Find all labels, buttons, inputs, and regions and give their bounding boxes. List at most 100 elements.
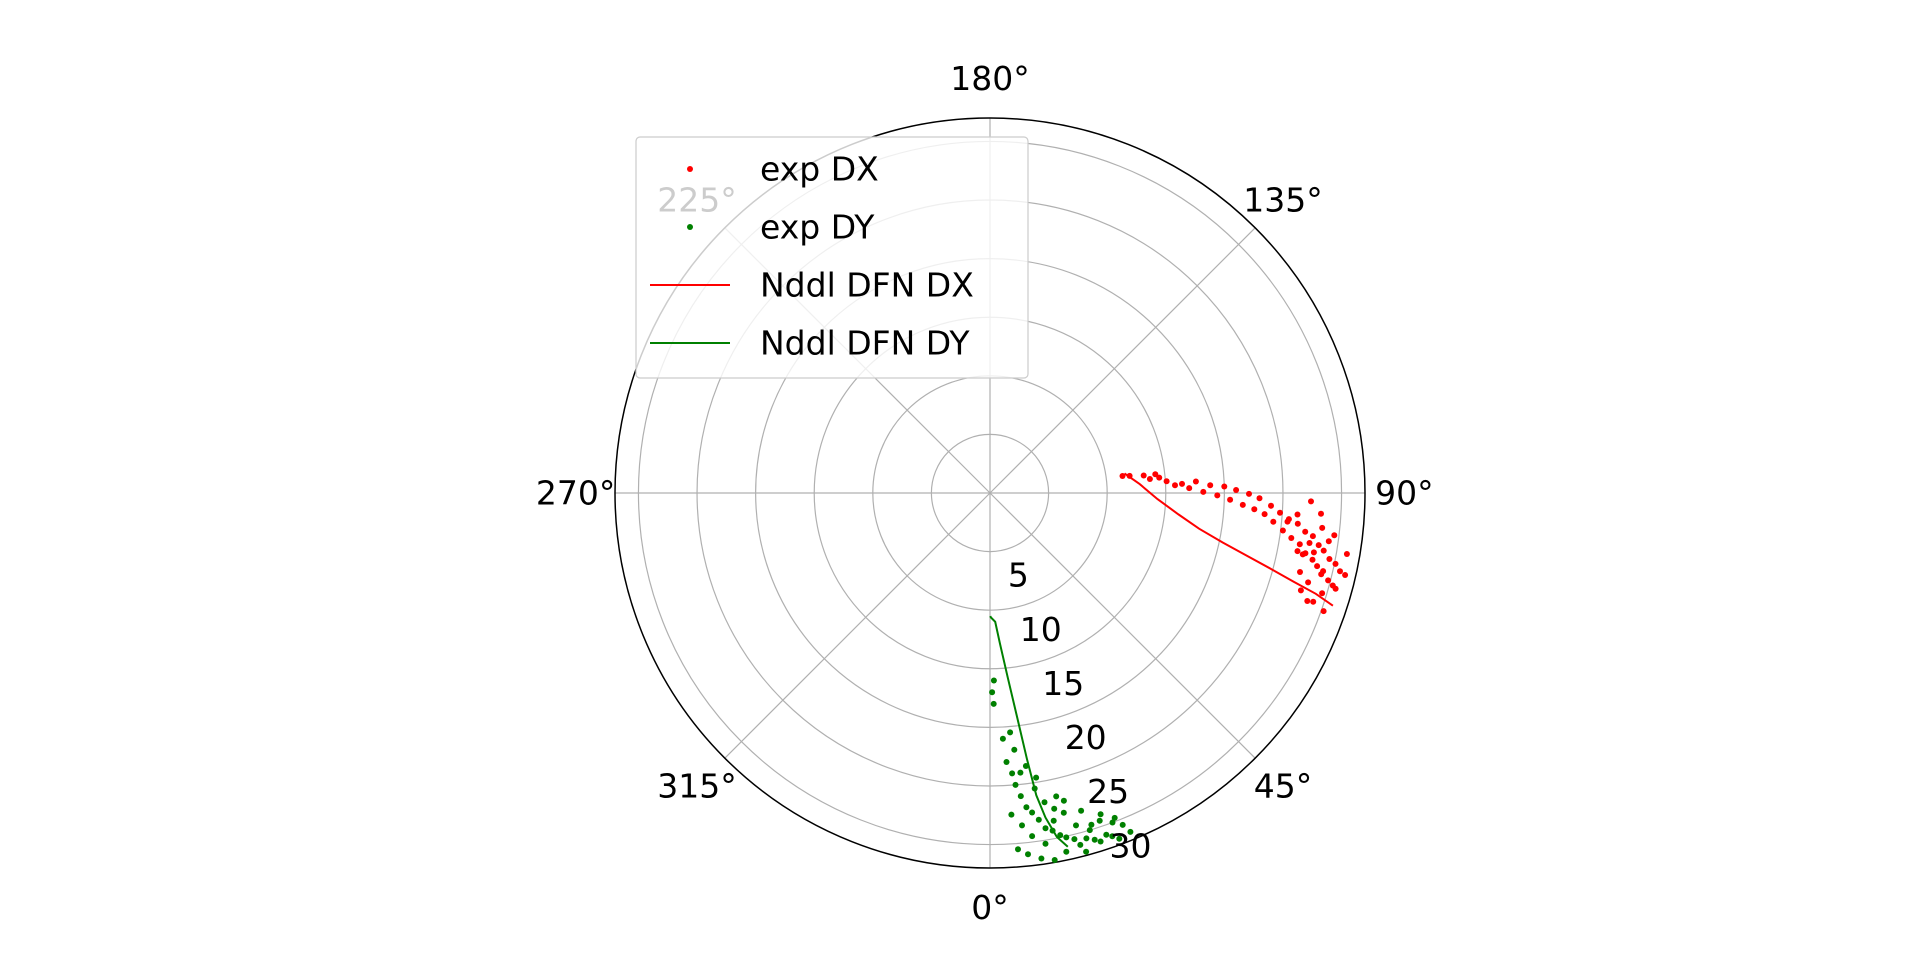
data-point-1-54 — [1086, 827, 1093, 834]
data-point-1-22 — [1116, 835, 1123, 842]
data-point-0-7 — [1172, 482, 1178, 489]
data-point-0-59 — [1297, 587, 1304, 594]
data-point-0-2 — [1140, 472, 1147, 479]
data-point-1-11 — [1042, 825, 1049, 832]
data-point-1-45 — [1051, 857, 1058, 863]
data-point-1-38 — [1109, 819, 1116, 826]
data-point-1-39 — [1008, 811, 1015, 818]
data-point-1-26 — [1060, 809, 1067, 816]
data-point-0-58 — [1297, 569, 1303, 575]
data-point-0-33 — [1309, 556, 1316, 563]
data-point-1-50 — [1088, 821, 1095, 828]
r-tick-label-30: 30 — [1110, 826, 1152, 865]
data-point-1-24 — [1127, 828, 1134, 835]
data-point-1-16 — [1077, 841, 1084, 848]
data-point-1-0 — [990, 700, 997, 707]
legend-label-0: exp DX — [760, 150, 879, 189]
data-point-0-51 — [1342, 572, 1349, 578]
series-3 — [989, 615, 1069, 848]
data-point-0-38 — [1326, 556, 1333, 562]
theta-gridline-315 — [724, 492, 991, 759]
data-point-1-53 — [1060, 797, 1067, 804]
theta-tick-label-135: 135° — [1243, 181, 1323, 220]
data-point-0-29 — [1296, 541, 1303, 548]
legend-entry-2: Nddl DFN DX — [650, 266, 974, 305]
theta-tick-label-0: 0° — [971, 888, 1009, 927]
data-point-1-19 — [1097, 838, 1104, 845]
data-point-1-47 — [1042, 840, 1049, 847]
data-point-0-6 — [1163, 478, 1170, 485]
data-point-1-34 — [1033, 774, 1040, 781]
data-point-1-25 — [1073, 822, 1079, 829]
data-point-0-20 — [1256, 495, 1263, 502]
r-tick-label-20: 20 — [1065, 718, 1107, 757]
data-point-0-44 — [1318, 571, 1325, 578]
data-point-0-53 — [1320, 608, 1327, 615]
data-point-0-22 — [1268, 502, 1274, 509]
data-point-1-4 — [1003, 759, 1010, 765]
data-point-0-30 — [1302, 528, 1309, 535]
data-point-0-45 — [1310, 549, 1317, 556]
data-point-1-21 — [1109, 833, 1116, 840]
data-point-0-57 — [1306, 540, 1313, 546]
data-point-0-40 — [1332, 560, 1339, 567]
data-point-1-52 — [1111, 814, 1118, 821]
theta-tick-label-90: 90° — [1375, 474, 1434, 513]
data-point-0-52 — [1332, 585, 1339, 592]
data-point-1-17 — [1083, 835, 1090, 842]
data-point-0-19 — [1251, 506, 1258, 513]
data-point-1-5 — [1009, 770, 1016, 777]
data-point-1-35 — [1053, 793, 1060, 800]
legend-entry-3: Nddl DFN DY — [650, 324, 970, 363]
data-point-0-47 — [1310, 598, 1317, 605]
data-point-0-48 — [1299, 551, 1306, 558]
data-point-0-61 — [1319, 524, 1326, 531]
data-point-0-8 — [1179, 480, 1185, 487]
data-point-1-46 — [1063, 848, 1070, 855]
data-point-1-13 — [1057, 832, 1064, 839]
data-point-0-39 — [1325, 577, 1332, 584]
data-point-0-11 — [1200, 488, 1207, 495]
data-point-1-36 — [1078, 807, 1085, 814]
data-point-0-46 — [1319, 590, 1326, 597]
data-point-0-35 — [1314, 563, 1321, 570]
data-point-0-14 — [1221, 483, 1228, 490]
r-tick-label-15: 15 — [1042, 664, 1084, 703]
legend-swatch-1 — [687, 224, 693, 230]
data-point-0-55 — [1318, 510, 1324, 517]
data-point-0-4 — [1152, 471, 1159, 478]
data-point-0-36 — [1320, 547, 1327, 554]
legend-label-2: Nddl DFN DX — [760, 266, 974, 305]
data-point-1-48 — [1050, 817, 1057, 824]
legend-label-1: exp DY — [760, 208, 875, 247]
data-point-1-14 — [1063, 834, 1070, 841]
polar-frame — [614, 117, 1366, 869]
data-point-0-63 — [1304, 598, 1311, 604]
data-point-0-43 — [1325, 538, 1332, 545]
data-point-1-49 — [1083, 848, 1090, 855]
data-point-1-15 — [1071, 836, 1078, 843]
data-point-1-6 — [1012, 781, 1019, 788]
data-point-0-16 — [1233, 487, 1240, 493]
theta-tick-label-270: 270° — [536, 474, 616, 513]
series-line-2 — [1123, 472, 1334, 607]
data-point-1-20 — [1103, 831, 1110, 838]
theta-tick-label-180: 180° — [950, 59, 1030, 98]
data-point-0-24 — [1277, 509, 1283, 516]
data-point-1-10 — [1035, 816, 1042, 823]
data-point-0-50 — [1343, 551, 1350, 557]
theta-tick-label-45: 45° — [1254, 767, 1313, 806]
data-point-1-32 — [1011, 746, 1018, 753]
legend-swatch-0 — [687, 166, 693, 172]
data-point-1-37 — [1096, 817, 1103, 824]
data-point-0-34 — [1315, 542, 1322, 549]
data-point-0-25 — [1279, 527, 1286, 534]
r-tick-label-10: 10 — [1020, 610, 1062, 649]
data-point-1-1 — [990, 677, 997, 684]
r-tick-label-25: 25 — [1087, 772, 1129, 811]
data-point-1-9 — [1029, 809, 1036, 816]
data-point-0-13 — [1214, 492, 1221, 499]
data-point-1-43 — [1025, 851, 1031, 858]
data-point-0-54 — [1331, 532, 1338, 539]
